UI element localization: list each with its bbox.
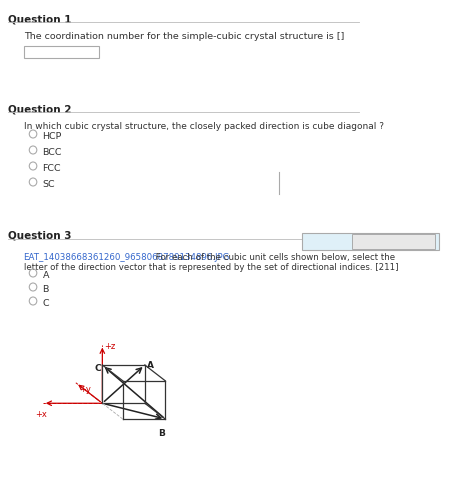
- Text: BCC: BCC: [43, 148, 62, 157]
- Text: Question 1: Question 1: [8, 14, 71, 24]
- FancyBboxPatch shape: [352, 234, 435, 249]
- Text: C: C: [43, 299, 49, 308]
- Text: 1 points: 1 points: [309, 236, 352, 245]
- Text: A: A: [43, 271, 49, 280]
- Text: letter of the direction vector that is represented by the set of directional ind: letter of the direction vector that is r…: [24, 263, 398, 272]
- FancyBboxPatch shape: [24, 46, 99, 58]
- Text: +x: +x: [35, 410, 47, 419]
- Text: B: B: [43, 285, 49, 294]
- Text: In which cubic crystal structure, the closely packed direction is cube diagonal : In which cubic crystal structure, the cl…: [24, 122, 383, 131]
- Text: Question 3: Question 3: [8, 231, 71, 241]
- Text: FCC: FCC: [43, 164, 61, 173]
- Text: HCP: HCP: [43, 132, 62, 141]
- Text: The coordination number for the simple-cubic crystal structure is []: The coordination number for the simple-c…: [24, 32, 344, 41]
- Text: Save Answer: Save Answer: [363, 236, 424, 245]
- Text: B: B: [158, 429, 164, 438]
- Text: Question 2: Question 2: [8, 104, 71, 114]
- FancyBboxPatch shape: [302, 233, 439, 250]
- Text: For each of the cubic unit cells shown below, select the: For each of the cubic unit cells shown b…: [153, 253, 395, 262]
- Text: +z: +z: [104, 342, 116, 351]
- Text: +y: +y: [79, 385, 91, 394]
- Text: SC: SC: [43, 180, 55, 189]
- Text: C: C: [95, 364, 101, 373]
- Text: A: A: [147, 361, 154, 370]
- Text: EAT_14038668361260_9658068789134896.JPG: EAT_14038668361260_9658068789134896.JPG: [24, 253, 230, 262]
